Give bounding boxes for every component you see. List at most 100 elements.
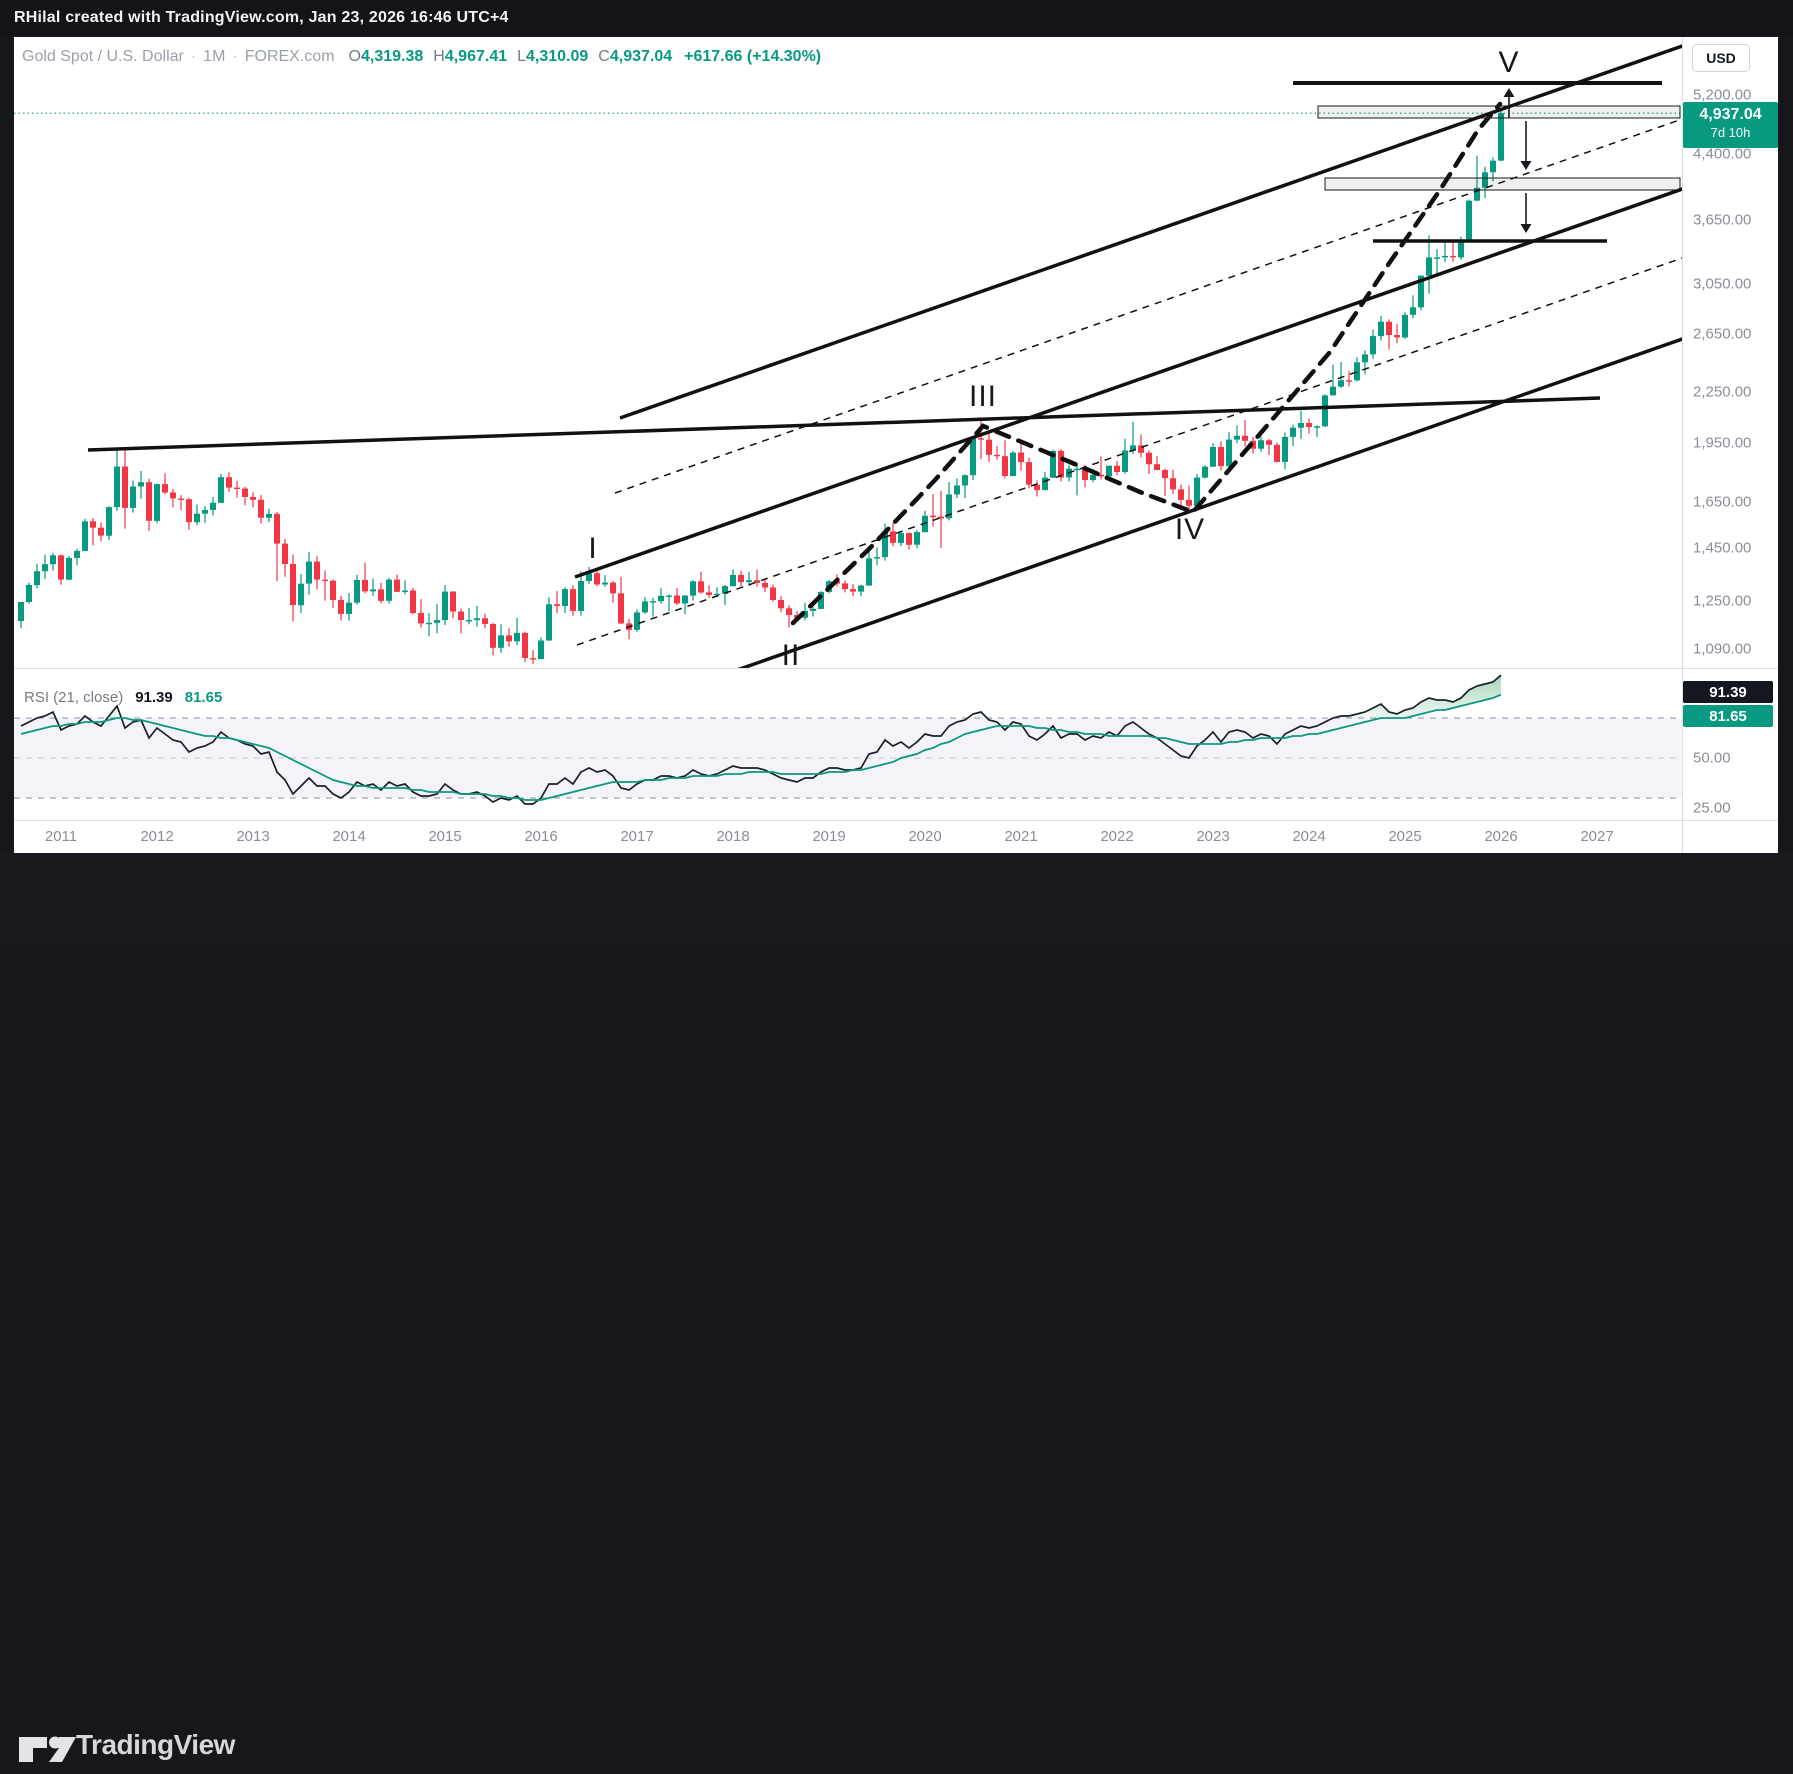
rsi-ma-value: 81.65 xyxy=(184,689,223,706)
candle xyxy=(954,478,960,498)
price-tick-label: 1,950.00 xyxy=(1693,434,1752,452)
candle xyxy=(666,594,672,612)
candle xyxy=(1266,439,1272,455)
candle xyxy=(122,448,128,529)
candle xyxy=(210,496,216,516)
candle xyxy=(290,554,296,622)
symbol-name[interactable]: Gold Spot / U.S. Dollar xyxy=(22,48,184,65)
separator-dot: · xyxy=(232,48,238,65)
candle xyxy=(1098,456,1104,480)
elliott-wave-path[interactable] xyxy=(790,101,1503,626)
attribution-text: RHilal created with TradingView.com, Jan… xyxy=(14,9,509,26)
candle xyxy=(1450,241,1456,262)
rsi-tick-label: 50.00 xyxy=(1693,749,1731,767)
year-tick-label: 2011 xyxy=(44,828,78,845)
candle xyxy=(410,588,416,615)
candle xyxy=(34,563,40,589)
tradingview-wordmark[interactable]: TradingView xyxy=(76,1729,235,1760)
close-label: C xyxy=(598,48,610,65)
candle xyxy=(1162,468,1168,496)
candle xyxy=(50,552,56,571)
last-price-value: 4,937.04 xyxy=(1699,106,1762,123)
channel-top-line[interactable] xyxy=(619,44,1688,420)
candle xyxy=(1130,421,1136,455)
candle xyxy=(1194,474,1200,510)
candle xyxy=(1378,315,1384,341)
arrow-down-to-shelf[interactable] xyxy=(1520,193,1532,233)
rsi-legend-row: RSI (21, close) 91.39 81.65 xyxy=(24,689,222,706)
separator-dot: · xyxy=(190,48,197,65)
candle xyxy=(490,622,496,656)
year-tick-label: 2025 xyxy=(1388,828,1422,845)
candle xyxy=(1394,324,1400,344)
candle xyxy=(1034,480,1040,497)
candle xyxy=(1370,329,1376,359)
wave-label-V[interactable]: V xyxy=(1498,46,1520,79)
candle xyxy=(698,571,704,594)
candle xyxy=(514,617,520,645)
candle xyxy=(746,571,752,587)
rsi-legend-label[interactable]: RSI (21, close) xyxy=(24,689,124,706)
channel-mid-line[interactable] xyxy=(574,187,1688,579)
candle xyxy=(1354,357,1360,382)
candle xyxy=(226,472,232,493)
candle xyxy=(1306,418,1312,434)
candle xyxy=(42,554,48,580)
rsi-pane[interactable] xyxy=(14,674,1682,805)
price-tick-label: 1,450.00 xyxy=(1693,539,1752,557)
candle xyxy=(1074,465,1080,496)
candle xyxy=(546,597,552,641)
change-value: +617.66 (+14.30%) xyxy=(684,48,822,65)
year-tick-label: 2020 xyxy=(908,828,942,845)
candle xyxy=(562,587,568,613)
resistance-2011-high[interactable] xyxy=(87,396,1601,452)
price-pane[interactable] xyxy=(14,44,1688,690)
wave-label-II[interactable]: II xyxy=(781,639,801,672)
candle xyxy=(970,436,976,480)
candle xyxy=(818,591,824,610)
candle xyxy=(178,495,184,511)
channel-dashed-lower[interactable] xyxy=(576,256,1688,646)
attribution-bar: RHilal created with TradingView.com, Jan… xyxy=(0,0,1793,37)
chart-canvas[interactable] xyxy=(0,0,1793,944)
supply-zone-lower[interactable] xyxy=(1324,177,1681,191)
high-value: 4,967.41 xyxy=(444,48,508,65)
candle xyxy=(618,576,624,624)
candle xyxy=(1290,424,1296,447)
candle xyxy=(90,518,96,546)
candle xyxy=(738,570,744,587)
currency-toggle-button[interactable]: USD xyxy=(1692,44,1750,72)
interval-label[interactable]: 1M xyxy=(203,48,226,65)
year-tick-label: 2016 xyxy=(524,828,558,845)
wave-label-III[interactable]: III xyxy=(968,380,998,413)
candle xyxy=(458,608,464,634)
candle xyxy=(850,584,856,597)
channel-bottom-line[interactable] xyxy=(680,337,1688,690)
wave-label-I[interactable]: I xyxy=(588,532,598,565)
candle xyxy=(58,554,64,585)
candle xyxy=(922,510,928,533)
candle xyxy=(202,506,208,524)
candle xyxy=(1426,235,1432,294)
candle xyxy=(1466,199,1472,242)
channel-dashed-upper[interactable] xyxy=(614,117,1688,494)
rsi-main-value: 91.39 xyxy=(135,689,173,706)
candle xyxy=(1410,295,1416,319)
candle xyxy=(1146,450,1152,474)
arrow-up-to-target[interactable] xyxy=(1503,88,1515,118)
candle xyxy=(858,584,864,597)
candle xyxy=(1362,350,1368,375)
candle xyxy=(898,531,904,546)
year-tick-label: 2015 xyxy=(428,828,462,845)
year-tick-label: 2019 xyxy=(812,828,846,845)
candle xyxy=(554,591,560,613)
pane-separator[interactable] xyxy=(14,668,1778,669)
candle xyxy=(1202,465,1208,479)
candle xyxy=(530,650,536,665)
candle xyxy=(274,512,280,581)
candle xyxy=(762,579,768,592)
tradingview-logo-icon[interactable] xyxy=(18,1734,78,1774)
arrow-down-to-zone[interactable] xyxy=(1520,121,1532,170)
candle xyxy=(18,602,24,629)
wave-label-IV[interactable]: IV xyxy=(1174,513,1206,546)
